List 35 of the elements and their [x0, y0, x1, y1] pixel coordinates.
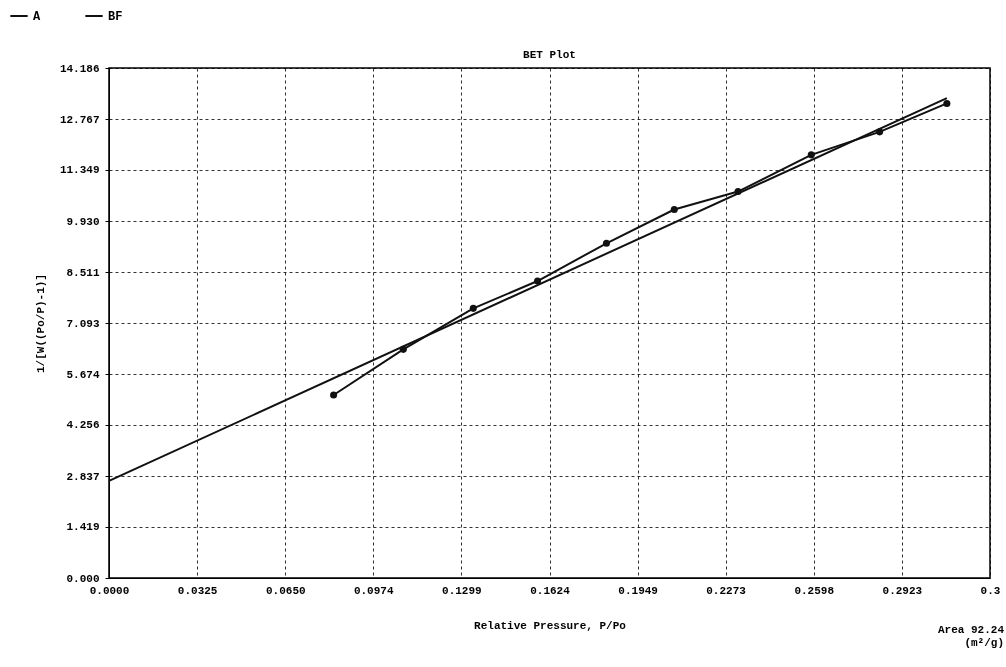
point	[534, 277, 542, 285]
y-tick-label: 2.837	[66, 470, 100, 483]
x-tick-label: 0.3	[980, 584, 1001, 597]
x-axis-title: Relative Pressure, P/Po	[474, 619, 627, 632]
x-tick-label: 0.0650	[266, 584, 306, 597]
point	[943, 99, 951, 107]
y-tick-label: 8.511	[66, 266, 100, 279]
y-tick-label: 9.930	[66, 215, 100, 228]
chart-title: BET Plot	[523, 49, 576, 61]
legend-label: BF	[108, 10, 123, 24]
y-tick-label: 14.186	[59, 62, 100, 75]
point	[807, 151, 815, 159]
point	[670, 205, 678, 214]
x-tick-label: 0.2923	[882, 584, 923, 597]
y-tick-label: 7.093	[66, 317, 100, 330]
y-tick-label: 1.419	[66, 521, 100, 534]
point	[469, 304, 477, 312]
y-tick-label: 0.000	[66, 572, 100, 585]
point	[602, 239, 610, 247]
point	[330, 391, 338, 399]
y-tick-label: 11.349	[59, 164, 100, 177]
y-axis-title: 1/[W((Po/P)-1)]	[34, 273, 47, 374]
x-tick-label: 0.1299	[442, 584, 482, 597]
y-tick-label: 5.674	[66, 368, 100, 381]
y-tick-label: 12.767	[59, 113, 100, 126]
x-tick-label: 0.1949	[618, 584, 658, 597]
x-tick-label: 0.2598	[794, 584, 835, 597]
legend-label: A	[33, 10, 41, 24]
x-tick-label: 0.0325	[177, 584, 218, 597]
x-tick-label: 0.0000	[89, 584, 130, 597]
y-tick-label: 4.256	[66, 419, 100, 432]
x-tick-label: 0.0974	[353, 584, 394, 597]
text: Area 92.24 (m²/g)	[937, 624, 1005, 649]
x-tick-label: 0.2273	[706, 584, 747, 597]
x-tick-label: 0.1624	[530, 584, 571, 597]
